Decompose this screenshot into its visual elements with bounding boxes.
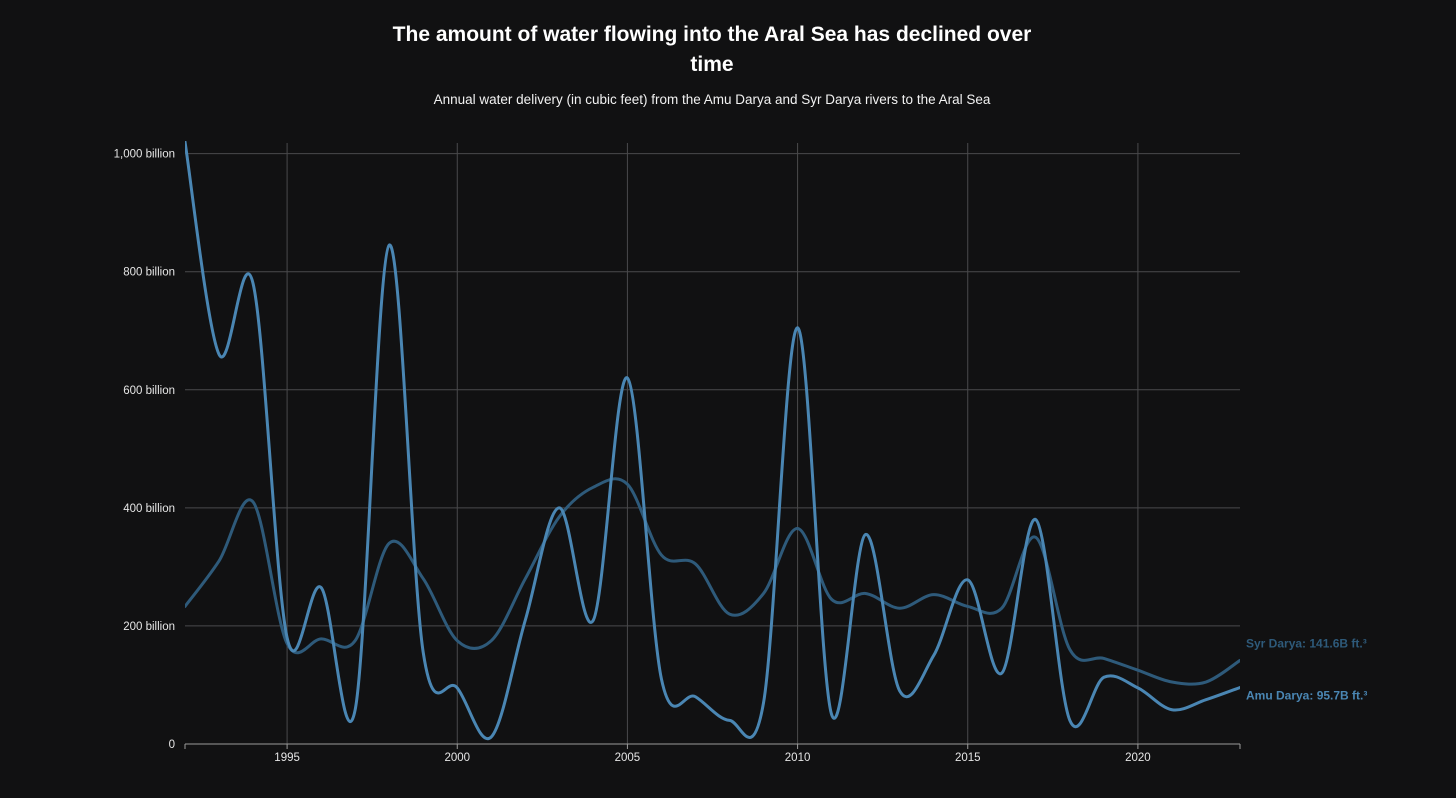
y-tick-label: 600 billion	[123, 385, 175, 397]
y-tick-label: 1,000 billion	[114, 149, 175, 161]
chart-subtitle: Annual water delivery (in cubic feet) fr…	[433, 92, 991, 107]
x-tick-label: 2020	[1125, 752, 1151, 764]
series-end-label-syr-darya: Syr Darya: 141.6B ft.³	[1246, 636, 1367, 650]
series-end-label-amu-darya: Amu Darya: 95.7B ft.³	[1246, 689, 1367, 703]
grid	[184, 143, 1241, 749]
x-tick-label: 2005	[615, 752, 641, 764]
x-tick-label: 2015	[955, 752, 981, 764]
series-line-amu-darya	[185, 141, 1240, 741]
chart-title-text: The amount of water flowing into the Ara…	[392, 23, 1032, 76]
y-tick-label: 0	[169, 739, 175, 751]
series-line-syr-darya	[185, 477, 1240, 686]
x-tick-label: 2000	[444, 752, 470, 764]
x-tick-label: 1995	[274, 752, 300, 764]
y-tick-label: 800 billion	[123, 267, 175, 279]
chart-title: The amount of water flowing into the Ara…	[0, 20, 1424, 80]
y-tick-label: 400 billion	[123, 503, 175, 515]
x-tick-label: 2010	[785, 752, 811, 764]
y-tick-label: 200 billion	[123, 621, 175, 633]
